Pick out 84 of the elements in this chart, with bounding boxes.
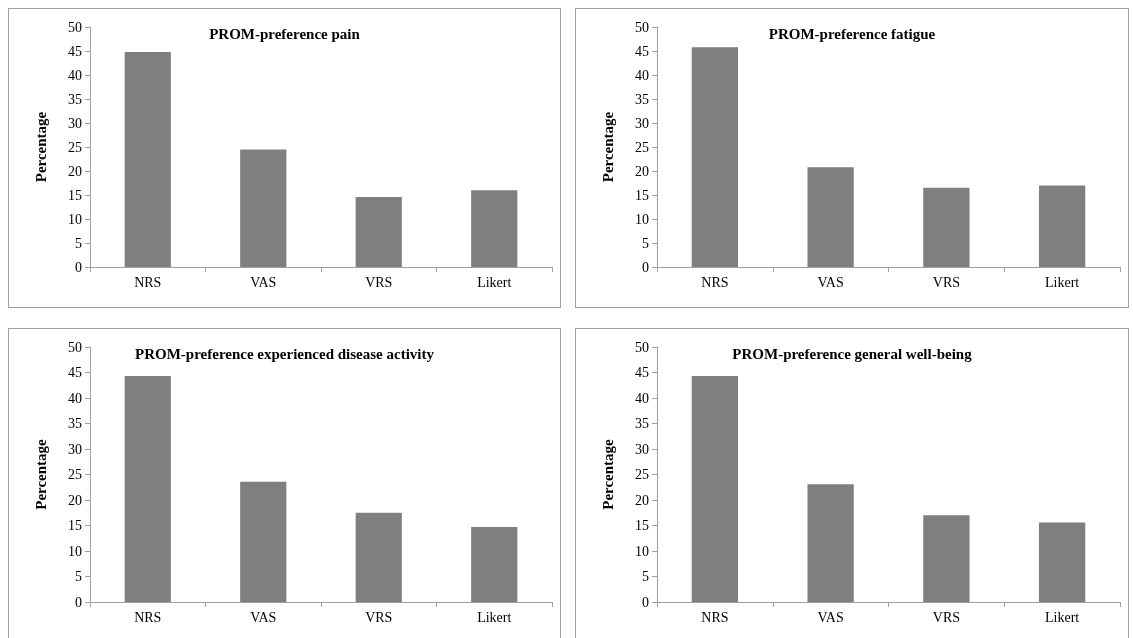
y-tick-label: 25	[635, 139, 649, 155]
y-tick-label: 35	[68, 416, 82, 431]
y-tick-label: 5	[75, 569, 82, 584]
y-tick-label: 25	[68, 139, 82, 155]
bar	[923, 187, 970, 267]
chart-title: PROM-preference general well-being	[732, 345, 973, 362]
bar	[471, 527, 518, 602]
y-tick-label: 15	[68, 187, 82, 203]
x-tick-label: NRS	[701, 609, 729, 625]
y-tick-label: 50	[68, 339, 82, 355]
y-tick-label: 50	[635, 339, 649, 355]
bar	[240, 149, 287, 267]
x-tick-label: NRS	[701, 274, 729, 290]
y-tick-label: 35	[635, 91, 649, 107]
y-tick-label: 10	[635, 211, 649, 227]
y-axis-title: Percentage	[599, 438, 616, 510]
y-axis-title: Percentage	[599, 111, 616, 183]
y-tick-label: 40	[68, 67, 82, 83]
y-tick-label: 25	[635, 467, 649, 482]
bar	[355, 196, 402, 267]
y-tick-label: 5	[642, 569, 649, 584]
bar	[124, 376, 171, 602]
y-tick-label: 35	[68, 91, 82, 107]
bar	[355, 512, 402, 602]
y-tick-label: 40	[68, 390, 82, 406]
y-tick-label: 15	[635, 187, 649, 203]
y-tick-label: 0	[75, 259, 82, 275]
y-tick-label: 20	[635, 163, 649, 179]
x-tick-label: VRS	[932, 274, 960, 290]
y-tick-label: 35	[635, 416, 649, 431]
bar	[1038, 185, 1086, 267]
x-tick-label: NRS	[134, 274, 162, 290]
x-tick-label: VAS	[817, 609, 844, 625]
y-tick-label: 15	[68, 518, 82, 533]
y-tick-label: 15	[635, 518, 649, 533]
y-tick-label: 10	[68, 543, 82, 559]
x-tick-label: VRS	[932, 609, 960, 625]
bar	[1038, 522, 1086, 602]
bar	[691, 47, 739, 267]
chart-title: PROM-preference fatigue	[768, 25, 936, 42]
chart-title: PROM-preference experienced disease activity	[135, 345, 435, 362]
y-tick-label: 40	[635, 390, 649, 406]
y-tick-label: 30	[68, 441, 82, 457]
bar	[124, 51, 171, 267]
chart-title: PROM-preference pain	[209, 25, 361, 42]
y-tick-label: 45	[635, 365, 649, 380]
x-tick-label: Likert	[1045, 274, 1080, 290]
bar	[691, 376, 739, 602]
bar	[471, 190, 518, 267]
bar	[240, 481, 287, 602]
y-tick-label: 5	[642, 235, 649, 251]
x-tick-label: Likert	[477, 609, 512, 625]
y-tick-label: 0	[642, 259, 649, 275]
y-tick-label: 40	[635, 67, 649, 83]
x-tick-label: NRS	[134, 609, 162, 625]
x-tick-label: Likert	[1045, 609, 1080, 625]
y-tick-label: 45	[68, 365, 82, 380]
y-tick-label: 45	[68, 43, 82, 59]
y-axis-title: Percentage	[32, 438, 49, 510]
y-tick-label: 25	[68, 467, 82, 482]
y-tick-label: 20	[635, 492, 649, 508]
bar	[807, 167, 854, 267]
x-tick-label: VRS	[365, 274, 393, 290]
y-tick-label: 30	[635, 441, 649, 457]
x-tick-label: VRS	[365, 609, 393, 625]
y-tick-label: 30	[635, 115, 649, 131]
y-tick-label: 20	[68, 492, 82, 508]
y-tick-label: 30	[68, 115, 82, 131]
y-tick-label: 45	[635, 43, 649, 59]
x-tick-label: VAS	[250, 274, 277, 290]
y-tick-label: 10	[68, 211, 82, 227]
y-tick-label: 50	[635, 19, 649, 35]
y-tick-label: 5	[75, 235, 82, 251]
y-tick-label: 50	[68, 19, 82, 35]
bar	[923, 515, 970, 602]
y-tick-label: 20	[68, 163, 82, 179]
x-tick-label: VAS	[250, 609, 277, 625]
y-axis-title: Percentage	[32, 111, 49, 183]
y-tick-label: 0	[75, 594, 82, 610]
x-tick-label: VAS	[817, 274, 844, 290]
bar	[807, 484, 854, 602]
y-tick-label: 0	[642, 594, 649, 610]
x-tick-label: Likert	[477, 274, 512, 290]
y-tick-label: 10	[635, 543, 649, 559]
